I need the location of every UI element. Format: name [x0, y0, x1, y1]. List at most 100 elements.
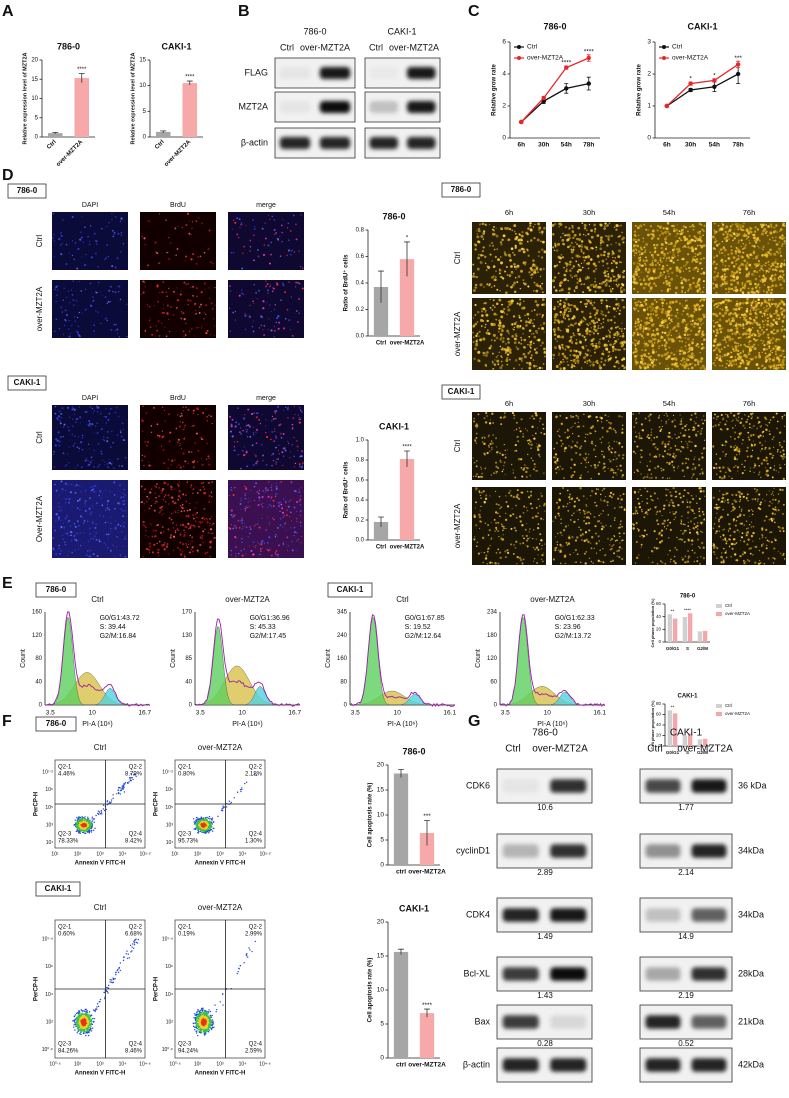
cell-dot [768, 353, 771, 356]
cell-dot [583, 320, 585, 322]
cell-dot [474, 304, 476, 306]
cell-dot [506, 348, 509, 351]
cell-dot [622, 276, 625, 279]
cell-dot [774, 277, 776, 279]
cell-dot [278, 458, 280, 460]
cell-dot [476, 230, 477, 231]
cell-dot [739, 302, 742, 305]
cell-dot [737, 276, 738, 277]
cell-dot [685, 362, 687, 364]
cell-dot [266, 436, 268, 438]
cell-dot [489, 299, 490, 300]
cell-dot [74, 550, 76, 552]
cell-dot [725, 341, 727, 343]
cell-dot [719, 312, 722, 315]
cell-dot [781, 263, 783, 265]
cell-dot [256, 416, 258, 418]
cell-dot [713, 320, 715, 322]
y-axis-label: Ratio of BrdU⁺ cells [343, 461, 350, 519]
y-axis-label: Cell apoptosis rate (%) [368, 958, 374, 1023]
legend-marker [517, 56, 521, 60]
cell-dot [94, 527, 96, 529]
cell-dot [717, 272, 719, 274]
cell-dot [635, 360, 638, 363]
cell-dot [291, 520, 292, 521]
legend-swatch [716, 704, 722, 708]
significance: ** [671, 609, 675, 614]
cell-dot [758, 344, 759, 345]
cell-dot [280, 504, 282, 506]
cell-dot [162, 281, 164, 283]
cell-dot [679, 303, 681, 305]
cell-dot [188, 409, 190, 411]
cell-dot [748, 328, 750, 330]
cell-dot [78, 334, 80, 336]
cell-dot [778, 367, 780, 369]
cell-dot [666, 260, 667, 261]
y-tick-label: 0.0 [356, 538, 365, 544]
cell-dot [148, 220, 150, 222]
cell-dot [168, 459, 169, 460]
cell-dot [594, 291, 596, 293]
cell-dot [153, 544, 155, 546]
cell-dot [184, 554, 185, 555]
cell-dot [150, 523, 151, 524]
cell-dot [494, 340, 496, 342]
cell-dot [173, 550, 174, 551]
cell-dot [780, 278, 782, 280]
cell-dot [646, 275, 649, 278]
point [587, 81, 591, 85]
cell-dot [299, 417, 300, 418]
cell-dot [61, 235, 63, 237]
cell-dot [712, 300, 713, 301]
cell-dot [541, 233, 543, 235]
cell-dot [781, 361, 784, 364]
y-tick-label: 10 [31, 96, 38, 102]
cell-dot [185, 543, 187, 545]
cell-dot [182, 493, 184, 495]
cell-dot [601, 289, 604, 292]
cell-dot [148, 536, 149, 537]
cell-dot [527, 250, 529, 252]
cell-dot [254, 284, 255, 285]
cell-dot [83, 522, 84, 523]
cell-dot [588, 268, 590, 270]
cell-dot [615, 298, 617, 300]
cell-line-label: CAKI-1 [448, 387, 475, 396]
cell-dot [62, 407, 64, 409]
cell-dot [163, 462, 165, 464]
cell-dot [745, 302, 748, 305]
legend-label: over-MZT2A [725, 711, 750, 716]
cell-dot [199, 521, 201, 523]
cell-dot [264, 222, 265, 223]
cell-dot [757, 285, 759, 287]
cell-dot [191, 536, 193, 538]
cell-dot [186, 501, 187, 502]
cell-dot [652, 260, 653, 261]
cell-dot [177, 528, 179, 530]
cell-dot [210, 528, 212, 530]
cell-dot [664, 238, 667, 241]
cell-dot [69, 320, 70, 321]
significance: **** [584, 49, 595, 56]
cell-dot [767, 261, 769, 263]
cell-dot [770, 292, 773, 295]
cell-dot [759, 287, 761, 289]
cell-dot [262, 329, 263, 330]
cell-dot [778, 241, 780, 243]
cell-dot [54, 240, 55, 241]
cell-dot [269, 521, 270, 522]
cell-dot [608, 361, 609, 362]
cell-dot [703, 367, 706, 370]
point [736, 72, 740, 76]
legend-label: Ctrl [672, 44, 683, 51]
cell-dot [603, 350, 604, 351]
cell-dot [87, 520, 89, 522]
cell-dot [726, 363, 728, 365]
cell-dot [586, 229, 588, 231]
cell-dot [633, 307, 635, 309]
cell-dot [573, 305, 576, 308]
cell-dot [187, 546, 189, 548]
cell-dot [504, 227, 507, 230]
cell-dot [99, 515, 101, 517]
